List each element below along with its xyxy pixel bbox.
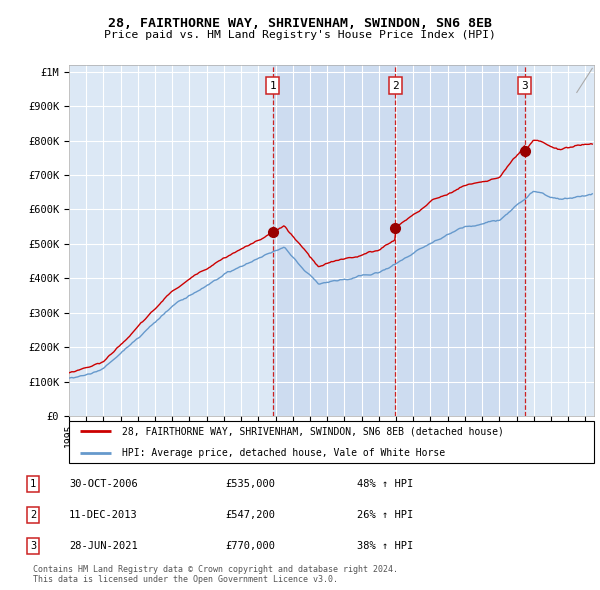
Text: 28-JUN-2021: 28-JUN-2021: [69, 542, 138, 551]
Text: 28, FAIRTHORNE WAY, SHRIVENHAM, SWINDON, SN6 8EB: 28, FAIRTHORNE WAY, SHRIVENHAM, SWINDON,…: [108, 17, 492, 30]
Text: 2: 2: [392, 81, 398, 90]
Text: 38% ↑ HPI: 38% ↑ HPI: [357, 542, 413, 551]
Text: £547,200: £547,200: [225, 510, 275, 520]
Text: 1: 1: [30, 479, 36, 489]
Text: 26% ↑ HPI: 26% ↑ HPI: [357, 510, 413, 520]
Text: Contains HM Land Registry data © Crown copyright and database right 2024.
This d: Contains HM Land Registry data © Crown c…: [33, 565, 398, 584]
Text: 3: 3: [521, 81, 529, 90]
Text: 28, FAIRTHORNE WAY, SHRIVENHAM, SWINDON, SN6 8EB (detached house): 28, FAIRTHORNE WAY, SHRIVENHAM, SWINDON,…: [121, 427, 503, 436]
Text: 30-OCT-2006: 30-OCT-2006: [69, 479, 138, 489]
Text: 3: 3: [30, 542, 36, 551]
Text: £535,000: £535,000: [225, 479, 275, 489]
Text: 2: 2: [30, 510, 36, 520]
Text: Price paid vs. HM Land Registry's House Price Index (HPI): Price paid vs. HM Land Registry's House …: [104, 31, 496, 40]
Text: 1: 1: [269, 81, 276, 90]
FancyBboxPatch shape: [69, 421, 594, 463]
Text: £770,000: £770,000: [225, 542, 275, 551]
Bar: [272, 65, 525, 416]
Text: HPI: Average price, detached house, Vale of White Horse: HPI: Average price, detached house, Vale…: [121, 448, 445, 457]
Text: 11-DEC-2013: 11-DEC-2013: [69, 510, 138, 520]
Text: 48% ↑ HPI: 48% ↑ HPI: [357, 479, 413, 489]
